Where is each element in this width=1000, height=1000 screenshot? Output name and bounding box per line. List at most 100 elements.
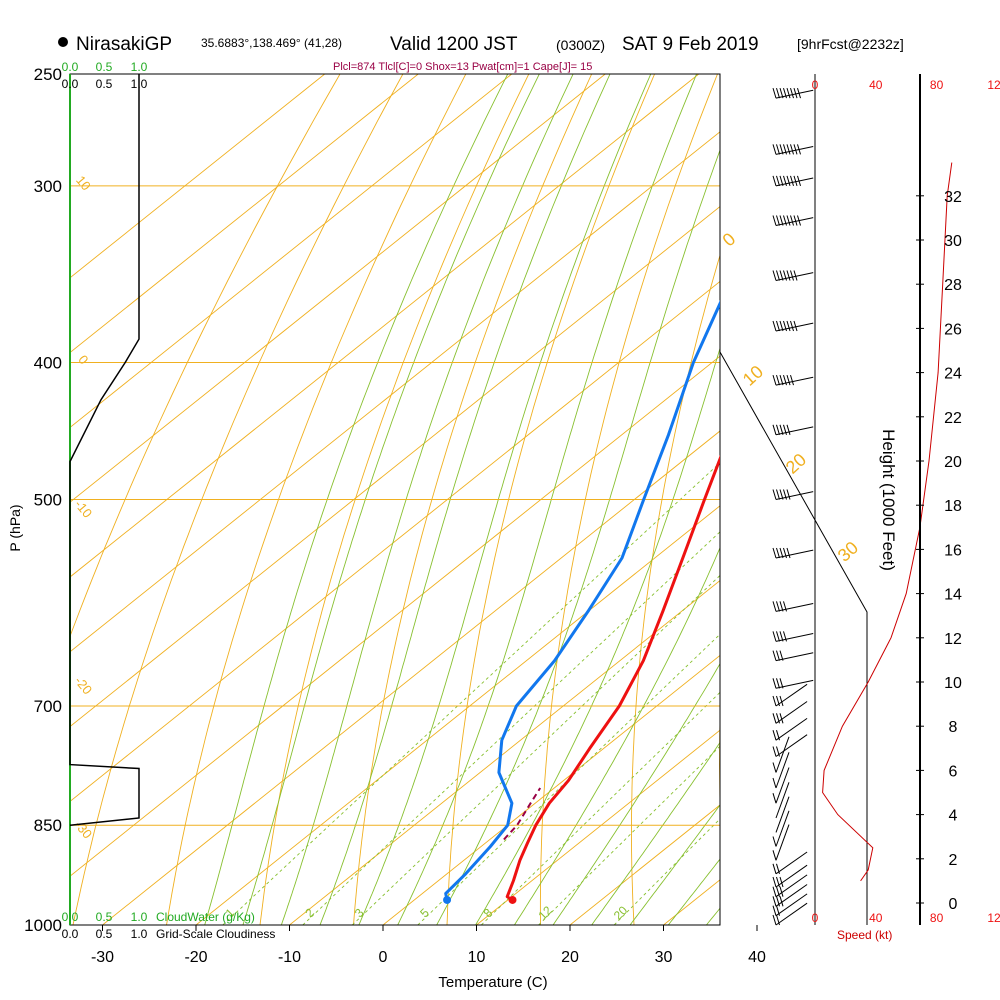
wind-barb-feather	[779, 886, 784, 897]
wind-barb-shaft	[775, 874, 808, 898]
wind-barb-feather	[772, 863, 777, 874]
moist-adiabat	[513, 546, 720, 925]
wind-barb-feather	[783, 631, 787, 642]
isotherm-label: 10	[739, 361, 767, 389]
moist-adiabat	[475, 346, 720, 925]
mixing-ratio-label: 12	[535, 903, 555, 923]
wind-barb-feather	[779, 650, 784, 661]
wind-barb-feather	[786, 87, 791, 99]
speed-tick-label-bottom: 40	[869, 911, 883, 925]
moist-adiabat	[242, 74, 540, 925]
isotherm-line	[70, 131, 720, 653]
wind-barb-feather	[779, 876, 784, 888]
dry-adiabat	[353, 74, 593, 925]
wind-barb-feather	[793, 87, 798, 99]
cloud-water-tick-bottom: 0.0	[62, 910, 79, 924]
wind-barb-feather	[772, 730, 777, 741]
wind-barb-feather	[772, 270, 777, 281]
wind-barb-shaft	[775, 734, 808, 757]
wind-barb-feather	[776, 547, 780, 559]
wind-barb	[772, 752, 790, 789]
isotherm-line	[569, 804, 720, 925]
cloud-fraction-profile	[69, 74, 140, 826]
wind-barb-feather	[790, 215, 794, 226]
station-coords: 35.6883°,138.469° (41,28)	[201, 36, 342, 50]
dry-adiabat	[72, 74, 404, 925]
cloudiness-tick-top: 1.0	[131, 77, 148, 91]
bottom-cloud-ticks: 0.0 0.5 1.0 0.0 0.5 1.0	[62, 910, 148, 941]
wind-barb-feather	[776, 489, 780, 500]
height-tick-label: 6	[949, 763, 958, 780]
wind-barb	[772, 650, 814, 662]
wind-barb-feather	[772, 215, 777, 226]
wind-barb-feather	[783, 374, 787, 386]
wind-barb	[775, 782, 790, 819]
wind-barb-feather	[776, 905, 780, 916]
wind-barb	[772, 701, 808, 724]
wind-barb-feather	[772, 631, 777, 642]
wind-barb	[772, 824, 790, 861]
x-tick-label: -30	[91, 949, 114, 966]
moist-adiabat	[436, 148, 720, 925]
isotherm-line	[70, 280, 720, 802]
moist-adiabat	[667, 858, 720, 925]
wind-barb-feather	[772, 601, 777, 612]
wind-barb-feather	[786, 270, 791, 281]
wind-panel-boundary	[719, 74, 868, 925]
wind-barb-feather	[772, 144, 777, 155]
wind-barb	[772, 893, 808, 917]
wind-barb-feather	[772, 320, 777, 332]
speed-tick-label-bottom: 80	[930, 911, 944, 925]
speed-tick-label-bottom: 0	[812, 911, 819, 925]
sounding-traces	[443, 299, 720, 904]
wind-barb-feather	[772, 489, 777, 500]
wind-barb-feather	[783, 320, 787, 332]
wind-barb-feather	[790, 270, 794, 281]
moist-adiabat	[397, 74, 698, 925]
wind-barb-feather	[772, 777, 777, 789]
station-bullet-icon	[58, 37, 68, 47]
wind-barb-feather	[772, 678, 777, 689]
isotherm-label: 0	[719, 229, 740, 251]
isotherm-label: -20	[72, 673, 96, 697]
pressure-tick-label: 250	[34, 65, 62, 84]
isotherm-line	[70, 206, 720, 728]
wind-barb-feather	[776, 863, 780, 874]
moist-adiabat	[629, 804, 720, 925]
cloudiness-tick-bottom: 1.0	[131, 927, 148, 941]
y-axis-title: P (hPa)	[7, 504, 23, 551]
wind-barb	[772, 864, 808, 888]
isotherm-line	[288, 580, 720, 925]
terrain-outline	[719, 351, 868, 925]
pressure-tick-label: 300	[34, 177, 62, 196]
height-tick-label: 24	[944, 366, 962, 383]
pressure-tick-label: 700	[34, 697, 62, 716]
wind-barb	[772, 87, 814, 99]
wind-barb	[772, 424, 814, 436]
wind-barb-feather	[776, 876, 780, 888]
mixing-ratio-label: 2	[302, 905, 317, 920]
dry-adiabat	[259, 74, 530, 925]
wind-barb-shaft	[775, 782, 790, 819]
speed-tick-label-bottom: 120	[987, 911, 1000, 925]
wind-barb-shaft	[775, 767, 790, 804]
wind-barb-feather	[772, 896, 777, 907]
moist-adiabat	[319, 74, 611, 925]
isotherm-label: 20	[782, 449, 810, 477]
pressure-axis: 250 300 400 500 700 850 1000	[24, 65, 62, 935]
pressure-tick-label: 500	[34, 491, 62, 510]
wind-barb-feather	[776, 678, 780, 689]
isotherm-line	[475, 729, 720, 925]
dry-adiabat	[166, 74, 467, 925]
wind-speed-panel: 0040408080120120	[812, 78, 1000, 925]
wind-barb-feather	[776, 631, 780, 642]
wind-barb-feather	[776, 87, 780, 99]
wind-barb	[772, 683, 808, 707]
wind-barb-feather	[772, 793, 777, 804]
wind-barb-feather	[776, 650, 780, 661]
speed-tick-label-top: 0	[812, 78, 819, 92]
top-cloud-ticks: 0.0 0.5 1.0 0.0 0.5 1.0	[62, 60, 148, 91]
height-tick-label: 12	[944, 631, 962, 648]
wind-barb-feather	[779, 144, 784, 155]
